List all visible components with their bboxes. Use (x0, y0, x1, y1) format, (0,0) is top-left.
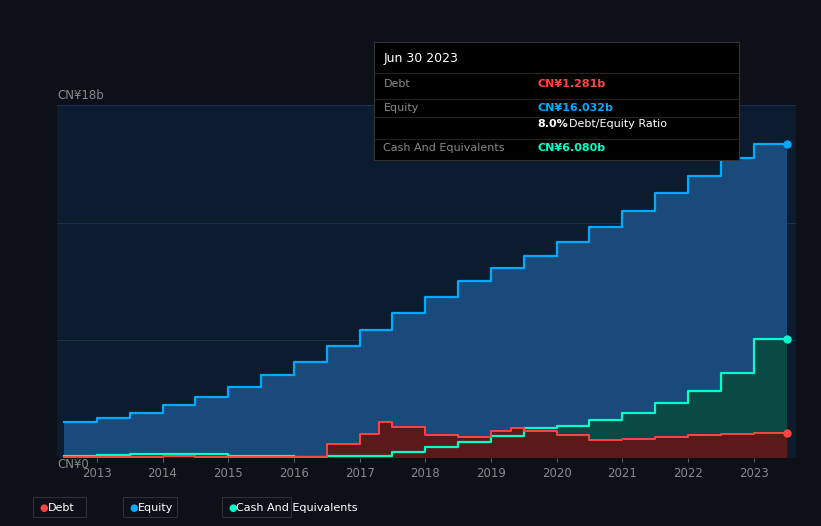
Text: Debt/Equity Ratio: Debt/Equity Ratio (569, 119, 667, 129)
Text: Debt: Debt (48, 502, 75, 513)
Text: CN¥6.080b: CN¥6.080b (538, 143, 606, 153)
Text: Equity: Equity (138, 502, 173, 513)
Text: ●: ● (39, 502, 48, 513)
Text: CN¥18b: CN¥18b (57, 89, 104, 102)
Text: ●: ● (228, 502, 236, 513)
Text: CN¥0: CN¥0 (57, 458, 89, 471)
Text: CN¥1.281b: CN¥1.281b (538, 79, 606, 89)
Text: Debt: Debt (383, 79, 410, 89)
Text: 8.0%: 8.0% (538, 119, 568, 129)
Text: CN¥16.032b: CN¥16.032b (538, 103, 613, 113)
Text: Cash And Equivalents: Cash And Equivalents (383, 143, 505, 153)
Text: Equity: Equity (383, 103, 419, 113)
Text: Jun 30 2023: Jun 30 2023 (383, 52, 458, 65)
Text: Cash And Equivalents: Cash And Equivalents (236, 502, 358, 513)
Text: ●: ● (130, 502, 138, 513)
